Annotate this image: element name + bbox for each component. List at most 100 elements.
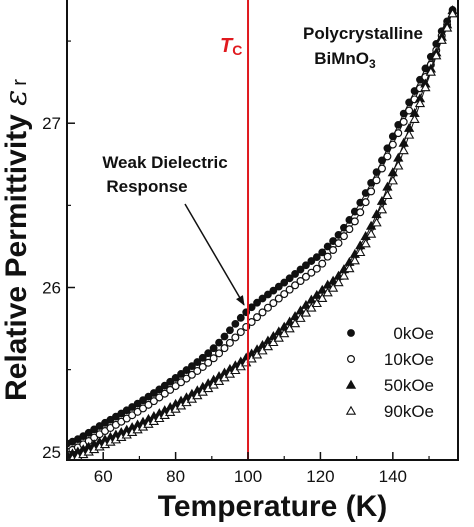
weak-annotation-line2: Response [106,177,187,196]
y-axis-title: Relative Permittivity εr [0,79,34,401]
legend-entry-0kOe: 0kOe [347,324,434,343]
data-point [302,261,310,270]
ticks-layer: 60 80 100 120 140 25 26 27 [42,40,430,486]
data-point [133,399,142,408]
y-tick-label: 25 [42,443,61,462]
data-point [133,407,142,416]
legend-entry-50kOe: 50kOe [345,376,434,395]
data-point [236,313,245,322]
data-point [306,302,317,312]
data-point [387,175,398,185]
data-point [371,217,382,227]
data-point [160,389,169,398]
data-point [289,318,301,328]
data-point [258,294,267,303]
data-point [307,257,316,265]
data-point [177,370,185,378]
data-point [296,265,305,274]
data-point [263,303,272,312]
data-point [317,292,328,302]
data-point [377,164,386,173]
data-point [338,270,350,280]
x-tick-label: 120 [306,467,334,486]
data-point [441,22,453,32]
data-point [193,358,202,366]
data-point [155,385,164,394]
data-point [149,389,158,397]
legend-marker [347,355,356,364]
weak-annotation-arrow [184,203,245,306]
data-point [403,129,415,139]
data-point [204,349,213,358]
legend-label: 0kOe [393,324,434,343]
data-point [264,290,272,299]
data-point [166,385,175,394]
data-point [182,374,191,383]
data-point [425,66,436,76]
data-point [291,281,300,290]
data-point [269,299,278,308]
data-point [356,208,365,217]
data-point [171,382,180,391]
legend-marker [347,329,355,337]
data-point [436,34,447,44]
data-point [280,290,289,299]
data-point [215,349,224,358]
data-point [160,381,169,390]
data-point [274,282,283,291]
data-point [177,378,186,387]
data-point [344,263,355,273]
data-point [149,397,158,406]
data-point [128,403,137,411]
y-tick-label: 26 [42,279,61,298]
data-point [367,187,376,196]
data-point [307,268,316,277]
data-point [311,298,322,308]
data-point [268,337,279,347]
data-point [323,242,332,251]
data-point [350,217,359,226]
legend-entry-90kOe: 90kOe [345,402,434,421]
data-point [225,338,234,347]
legend-marker [345,405,357,415]
x-tick-label: 60 [94,467,113,486]
data-point [215,338,223,347]
data-point [285,274,294,283]
data-point [394,129,403,138]
data-point [204,358,213,367]
data-point [284,323,295,333]
data-point [188,362,196,371]
data-point [231,320,240,328]
data-point [420,82,431,92]
data-point [155,393,164,402]
data-point [193,366,202,375]
data-point [144,400,153,409]
data-point [171,373,180,382]
data-point [334,239,343,248]
data-point [279,328,290,338]
data-point [236,328,245,337]
data-point [398,145,409,155]
data-point [285,285,294,294]
tc-label: TC [220,35,242,58]
data-point [187,370,196,379]
data-point [274,294,283,303]
data-point [280,278,289,287]
legend-marker [345,379,357,389]
data-point [291,270,299,278]
data-point [209,344,218,353]
data-point [144,392,153,401]
legend-label: 10kOe [384,350,434,369]
x-tick-label: 140 [379,467,407,486]
legend-label: 90kOe [384,402,434,421]
data-point [296,277,305,286]
data-point [345,225,354,234]
data-point [273,332,284,342]
data-point [262,341,274,351]
data-point [360,238,371,248]
data-point [333,277,344,287]
data-point [295,312,306,322]
data-point [382,190,393,200]
data-point [84,428,93,437]
